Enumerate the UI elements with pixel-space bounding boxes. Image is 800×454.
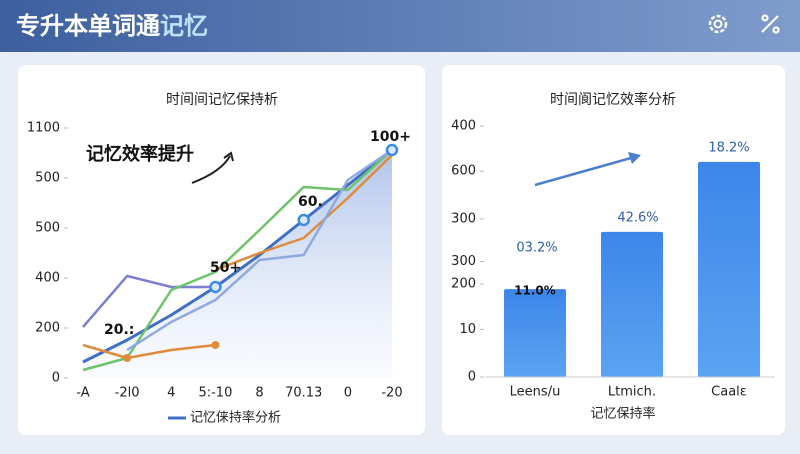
chart-title: 时间间记忆保持析 [166, 92, 278, 108]
y-tick-label: 1100 [27, 121, 60, 136]
y-tick-label: 600 [451, 164, 476, 179]
x-tick-label: Leens/u [510, 385, 561, 400]
line-marker [297, 213, 310, 227]
line-series [126, 148, 393, 352]
bar [504, 289, 566, 377]
annotation: 11.0% [514, 284, 556, 298]
line-marker [123, 354, 132, 362]
annotation: 50+ [210, 260, 241, 276]
line-marker [209, 280, 222, 294]
header-title: 专升本单词通记忆 [16, 12, 208, 40]
annotation: 18.2% [708, 141, 749, 156]
x-axis-label: 记忆保持率 [590, 406, 655, 422]
annotation: 20.: [104, 322, 134, 338]
y-tick-label: 500 [35, 221, 60, 236]
y-tick-label: 500 [35, 171, 60, 186]
x-tick-label: 5:-10 [198, 386, 232, 401]
settings-icon[interactable] [708, 14, 728, 34]
x-tick-label: 8 [255, 386, 263, 401]
annotation: 100+ [370, 129, 411, 145]
x-tick-label: -A [76, 386, 89, 401]
line-marker [211, 341, 220, 349]
y-tick-label: 10 [459, 322, 476, 337]
line-series [82, 274, 216, 328]
chart-title: 时间阆记忆效率分析 [550, 91, 676, 108]
bar-arrow-head [628, 152, 641, 164]
line-series [214, 154, 393, 272]
y-tick-label: 200 [451, 277, 476, 292]
annotation: 03.2% [516, 241, 557, 256]
bar-arrow [534, 154, 639, 187]
x-tick-label: 4 [167, 386, 175, 401]
y-tick-label: 400 [35, 271, 60, 286]
y-tick-label: 400 [451, 119, 476, 134]
line-marker [385, 143, 399, 157]
x-tick-label: 0 [344, 386, 352, 401]
trend-arrow [191, 155, 231, 184]
area-fill [83, 150, 392, 378]
bar [698, 161, 760, 377]
y-tick-label: 200 [35, 321, 60, 336]
annotation: 60. [298, 194, 323, 210]
x-tick-label: -20 [381, 386, 402, 401]
title-main: 专升本单词通 [16, 12, 160, 40]
y-tick-label: 0 [468, 370, 476, 385]
x-tick-label: 70.13 [285, 386, 322, 401]
annotation: 42.6% [617, 211, 658, 226]
legend-label: 记忆俫持率分析 [190, 410, 281, 426]
line-series [82, 343, 216, 360]
y-tick-label: 0 [52, 371, 60, 386]
x-tick-label: Caalε [711, 385, 747, 400]
title-accent: 记忆 [160, 12, 208, 40]
trend-arrow-head [223, 151, 234, 162]
y-tick-label: 300 [451, 211, 476, 226]
header-bar [0, 0, 800, 52]
annotation: 记忆效率提升 [86, 143, 194, 165]
x-tick-label: -2l0 [115, 386, 140, 401]
tool-icon[interactable] [761, 14, 780, 34]
bar [601, 231, 663, 377]
x-tick-label: Ltmich. [608, 385, 656, 400]
y-tick-label: 300 [451, 254, 476, 269]
